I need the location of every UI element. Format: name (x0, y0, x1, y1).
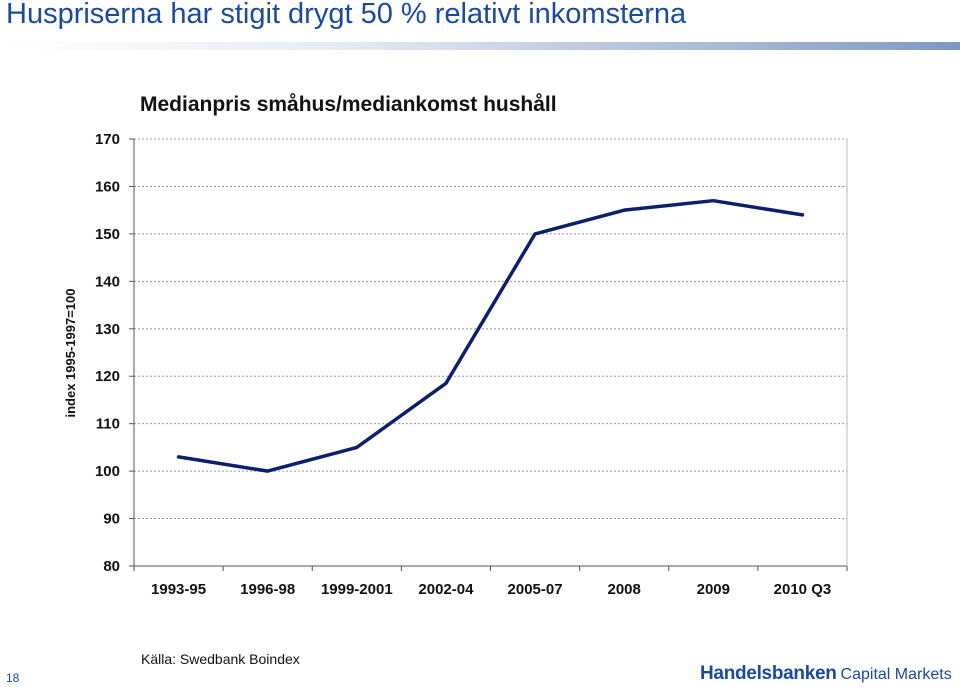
data-point (266, 469, 270, 473)
x-tick-labels: 1993-95 1996-98 1999-2001 2002-04 2005-07 200… (151, 581, 831, 598)
y-tick-label: 170 (95, 131, 120, 148)
series-line (176, 198, 805, 473)
y-tick-label: 100 (95, 463, 120, 480)
data-point (355, 445, 359, 449)
y-tick-label: 80 (103, 558, 120, 575)
x-tick-label: 2009 (697, 581, 730, 598)
data-point (622, 208, 626, 212)
x-tick-label: 2005-07 (508, 581, 563, 598)
page-number: 18 (6, 671, 20, 685)
x-tick-label: 1993-95 (151, 581, 206, 598)
chart-title: Medianpris småhus/mediankomst hushåll (140, 93, 557, 116)
y-tick-label: 160 (95, 178, 120, 195)
brand-name: Handelsbanken (700, 663, 837, 684)
source-note: Källa: Swedbank Boindex (141, 651, 300, 667)
y-tick-label: 150 (95, 226, 120, 243)
y-tick-label: 110 (96, 416, 120, 433)
y-tick-label: 140 (95, 273, 120, 290)
y-tick-label: 130 (95, 321, 120, 338)
x-tick-label: 2008 (608, 581, 641, 598)
y-tick-label: 90 (103, 511, 120, 528)
y-axis-label: index 1995-1997=100 (63, 288, 78, 417)
data-point (444, 381, 448, 385)
data-point (711, 199, 715, 203)
x-tick-label: 1996-98 (240, 581, 295, 598)
x-tick-label: 2002-04 (418, 581, 474, 598)
data-point (800, 213, 804, 217)
title-divider (0, 42, 960, 50)
data-point (533, 232, 537, 236)
x-tick-label: 1999-2001 (321, 581, 393, 598)
y-tick-label: 120 (95, 368, 120, 385)
brand-subtitle: Capital Markets (840, 666, 952, 683)
series (176, 198, 805, 473)
x-tick-label: 2010 Q3 (774, 581, 832, 598)
data-point (177, 455, 181, 459)
y-tick-labels: 80 90 100 110 120 130 140 150 160 170 (95, 131, 120, 575)
brand-logo: Handelsbanken Capital Markets (700, 663, 952, 685)
axes (129, 138, 848, 571)
slide-title: Huspriserna har stigit drygt 50 % relati… (6, 0, 687, 30)
gridlines (134, 138, 847, 520)
